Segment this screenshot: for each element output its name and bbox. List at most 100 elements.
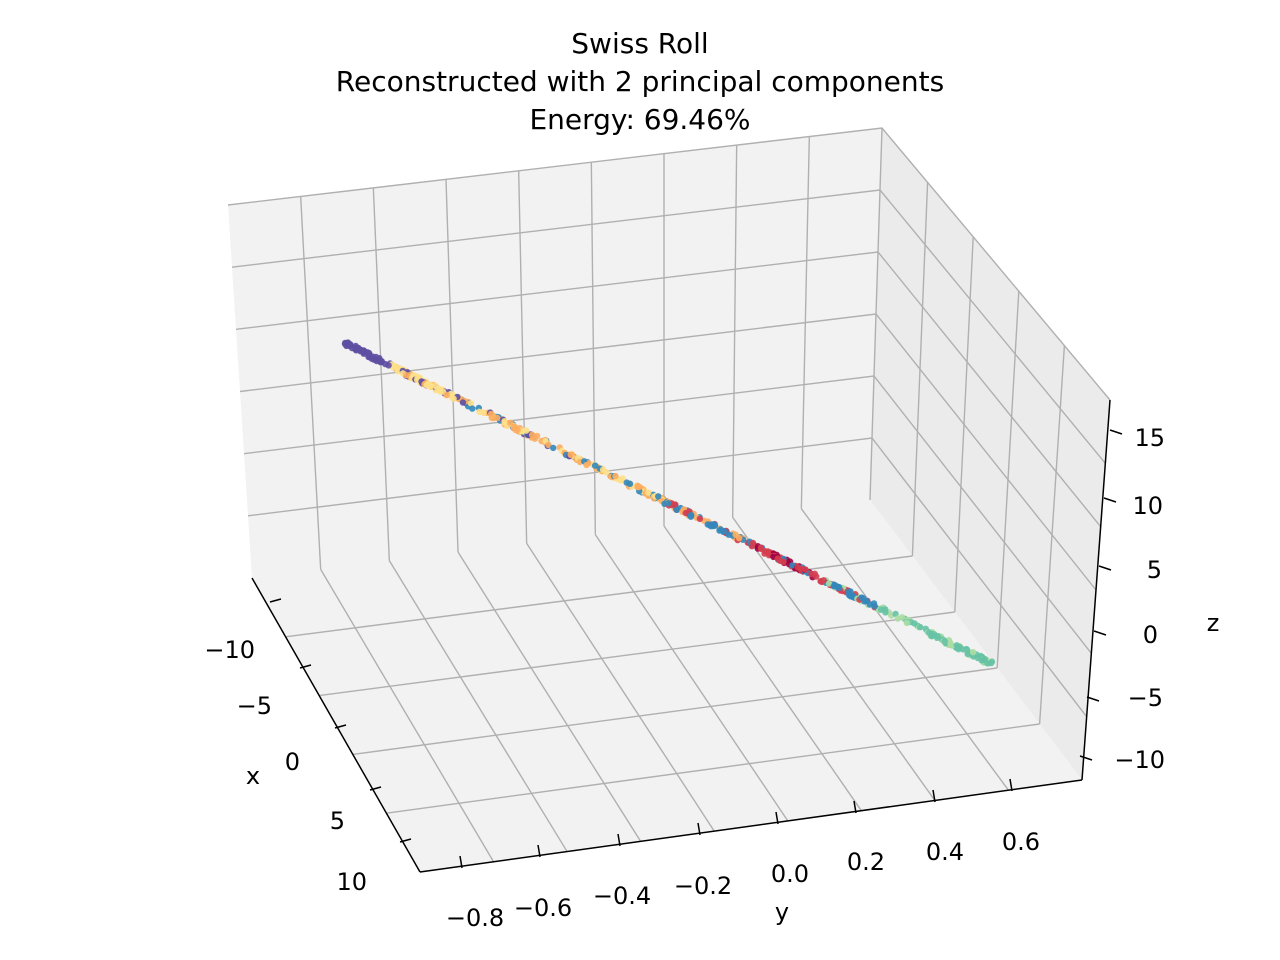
floor-pane	[252, 500, 1082, 872]
scatter-point	[443, 391, 450, 399]
y-tick-label: 0.0	[771, 860, 809, 888]
grid-line-x-floor	[732, 516, 936, 801]
x-tick	[299, 664, 312, 669]
grid-line-y-floor	[386, 723, 1040, 814]
x-tick	[399, 838, 412, 843]
y-tick-label: 0.2	[847, 848, 885, 876]
scatter-point	[749, 539, 757, 547]
z-tick-label: 0	[1143, 621, 1158, 649]
scatter-point	[612, 472, 619, 480]
scatter-point	[764, 549, 771, 556]
z-tick-label: 5	[1147, 556, 1162, 584]
scatter-point	[467, 400, 475, 407]
scatter-point	[808, 570, 815, 577]
scatter-point	[871, 603, 878, 610]
scatter-point	[394, 368, 402, 375]
chart-energy-label: Energy: 69.46%	[529, 103, 751, 136]
z-tick	[1098, 565, 1112, 571]
scatter-point	[830, 583, 837, 590]
grid-line-x-floor	[320, 568, 495, 863]
y-tick-label: −0.8	[446, 904, 504, 932]
grid-line-y-floor	[352, 667, 998, 756]
tick-labels: −10 −5 0 5 10 −0.8 −0.6 −0.4 −0.2 0.0 0.2 0.4 0.6 −10…	[204, 424, 1219, 932]
scatter-point	[459, 399, 467, 406]
scatter-point	[882, 609, 889, 616]
y-axis-line	[419, 779, 1083, 873]
scatter-point	[903, 619, 911, 627]
scatter-point	[866, 601, 873, 608]
scatter-point	[488, 414, 495, 422]
y-tick	[537, 844, 541, 858]
z-axis-label: z	[1207, 609, 1220, 637]
axis-lines	[251, 399, 1123, 873]
scatter-point	[583, 461, 590, 469]
scatter-point	[696, 515, 704, 523]
scatter-point	[623, 479, 630, 486]
scatter-point	[953, 642, 960, 649]
scatter-point	[591, 462, 599, 469]
x-axis-line	[251, 577, 421, 873]
scatter-point	[825, 580, 833, 587]
scatter-point	[545, 441, 552, 449]
scatter-point	[512, 427, 520, 434]
scatter-points	[341, 339, 996, 667]
y-tick	[775, 811, 779, 825]
scatter-point	[911, 620, 918, 627]
y-tick-label: −0.2	[674, 872, 732, 900]
y-tick-label: −0.6	[514, 894, 572, 922]
chart-title: Swiss Roll	[571, 27, 709, 60]
scatter-point	[711, 522, 719, 529]
back-pane-right	[870, 128, 1110, 780]
y-tick-label: −0.4	[593, 882, 651, 910]
scatter-point	[567, 451, 574, 458]
x-tick-label: 0	[285, 748, 300, 776]
scatter-point	[898, 614, 906, 621]
scatter-point	[987, 659, 995, 667]
scatter-point	[836, 584, 843, 591]
scatter-point	[917, 623, 924, 631]
pane-corner-edge	[869, 127, 883, 501]
grid-line-x-floor	[800, 508, 1010, 791]
grid-line-x-floor	[526, 542, 715, 832]
z-tick-label: −5	[1128, 684, 1163, 712]
y-axis-label: y	[775, 898, 789, 926]
scatter-point	[385, 362, 392, 369]
grid-line-x-floor	[594, 534, 789, 822]
scatter-point	[934, 632, 942, 640]
scatter-point	[725, 531, 732, 538]
y-tick	[617, 833, 621, 847]
scatter-point	[378, 358, 385, 366]
scatter-point	[366, 351, 373, 358]
scatter-point	[427, 381, 434, 388]
z-tick-label: 15	[1134, 424, 1165, 452]
y-tick	[697, 822, 701, 836]
scatter-point	[450, 395, 457, 402]
z-tick-label: −10	[1114, 746, 1165, 774]
x-axis-label: x	[246, 762, 260, 790]
x-tick-label: −5	[237, 692, 272, 720]
scatter-point	[655, 493, 662, 500]
z-tick-label: 10	[1132, 492, 1163, 520]
scatter-point	[493, 414, 501, 421]
scatter-point	[732, 531, 739, 538]
scatter-point	[757, 544, 765, 551]
x-tick	[334, 724, 347, 729]
scatter-point	[664, 500, 672, 507]
scatter-point	[969, 649, 977, 656]
x-tick-label: −10	[204, 636, 255, 664]
scatter-point	[469, 405, 476, 412]
scatter-point	[501, 418, 508, 425]
z-tick	[1086, 696, 1100, 702]
scatter-point	[797, 565, 805, 572]
scatter-point	[720, 528, 728, 535]
x-tick	[269, 598, 282, 603]
scatter-point	[619, 475, 626, 482]
scatter-point	[403, 372, 410, 379]
scatter-point	[981, 656, 988, 663]
scatter-point	[507, 419, 514, 426]
scatter-point	[948, 642, 956, 649]
grid-line-x-floor	[663, 525, 862, 812]
scatter-point	[391, 363, 399, 370]
x-tick	[369, 786, 382, 791]
